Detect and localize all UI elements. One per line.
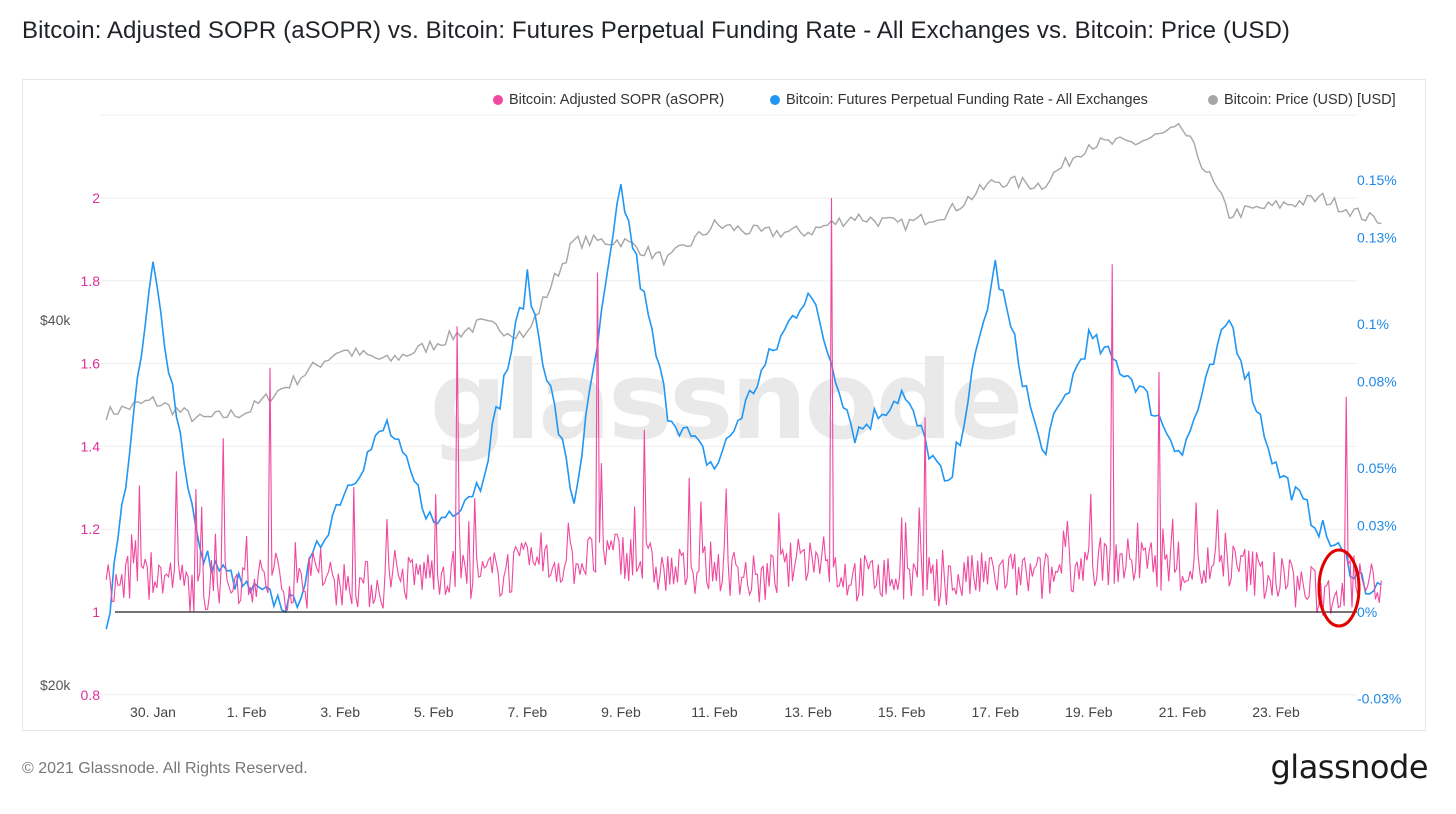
- right-axis-tick: 0.1%: [1357, 316, 1389, 332]
- x-axis-tick: 11. Feb: [691, 704, 738, 720]
- legend-item-price[interactable]: Bitcoin: Price (USD) [USD]: [1208, 92, 1396, 108]
- legend-item-funding-rate[interactable]: Bitcoin: Futures Perpetual Funding Rate …: [770, 92, 1148, 108]
- legend-dot-icon: [1208, 95, 1218, 105]
- left-axis-tick: 1.4: [81, 438, 101, 454]
- x-axis-tick: 23. Feb: [1252, 704, 1300, 720]
- x-axis-tick: 17. Feb: [972, 704, 1020, 720]
- x-axis-tick: 1. Feb: [227, 704, 267, 720]
- x-axis-tick: 13. Feb: [784, 704, 832, 720]
- x-axis-tick: 21. Feb: [1159, 704, 1207, 720]
- right-axis-tick: 0.15%: [1357, 172, 1397, 188]
- annotation-ellipse: [1317, 548, 1361, 628]
- watermark: glassnode: [430, 339, 1020, 464]
- asopr-series: [105, 197, 1382, 616]
- chart-panel: Bitcoin: Adjusted SOPR (aSOPR) Bitcoin: …: [22, 79, 1426, 731]
- funding-rate-line: [105, 184, 1382, 630]
- left-axis-tick: 1.6: [81, 356, 101, 372]
- gridlines: [100, 114, 1357, 696]
- x-axis-tick: 19. Feb: [1065, 704, 1113, 720]
- brand-logo: glassnode: [1270, 748, 1428, 786]
- legend: Bitcoin: Adjusted SOPR (aSOPR) Bitcoin: …: [23, 92, 1427, 114]
- legend-label-funding-rate: Bitcoin: Futures Perpetual Funding Rate …: [786, 92, 1148, 108]
- left-axis-tick: 1.2: [81, 521, 101, 537]
- right-axis-tick: -0.03%: [1357, 690, 1401, 706]
- x-axis-tick: 7. Feb: [507, 704, 547, 720]
- right-axis-tick: 0%: [1357, 604, 1377, 620]
- funding-rate-series: [105, 184, 1382, 630]
- price-axis: $20k $40k: [40, 312, 71, 693]
- x-axis: 30. Jan 1. Feb 3. Feb 5. Feb 7. Feb 9. Feb 11.…: [130, 704, 1300, 720]
- legend-dot-icon: [770, 95, 780, 105]
- x-axis-tick: 5. Feb: [414, 704, 454, 720]
- right-axis: -0.03% 0% 0.03% 0.05% 0.08% 0.1% 0.13% 0.15%: [1357, 172, 1401, 706]
- left-axis-tick: 1: [92, 604, 100, 620]
- left-axis-tick: 0.8: [81, 687, 101, 703]
- x-axis-tick: 15. Feb: [878, 704, 926, 720]
- legend-label-asopr: Bitcoin: Adjusted SOPR (aSOPR): [509, 92, 725, 108]
- left-axis-tick: 2: [92, 190, 100, 206]
- copyright-footer: © 2021 Glassnode. All Rights Reserved.: [22, 760, 308, 777]
- legend-dot-icon: [493, 95, 503, 105]
- x-axis-tick: 9. Feb: [601, 704, 641, 720]
- price-series: [105, 122, 1382, 423]
- price-line: [105, 122, 1382, 423]
- legend-item-asopr[interactable]: Bitcoin: Adjusted SOPR (aSOPR): [493, 92, 724, 108]
- price-axis-tick: $40k: [40, 312, 71, 328]
- price-axis-tick: $20k: [40, 677, 71, 693]
- x-axis-tick: 30. Jan: [130, 704, 176, 720]
- chart-title: Bitcoin: Adjusted SOPR (aSOPR) vs. Bitco…: [22, 17, 1291, 44]
- left-axis: 0.8 1 1.2 1.4 1.6 1.8 2: [81, 190, 101, 703]
- right-axis-tick: 0.08%: [1357, 374, 1397, 390]
- x-axis-tick: 3. Feb: [320, 704, 360, 720]
- right-axis-tick: 0.05%: [1357, 460, 1397, 476]
- asopr-line: [105, 197, 1382, 616]
- left-axis-tick: 1.8: [81, 273, 101, 289]
- right-axis-tick: 0.03%: [1357, 518, 1397, 534]
- right-axis-tick: 0.13%: [1357, 230, 1397, 246]
- legend-label-price: Bitcoin: Price (USD) [USD]: [1224, 92, 1396, 108]
